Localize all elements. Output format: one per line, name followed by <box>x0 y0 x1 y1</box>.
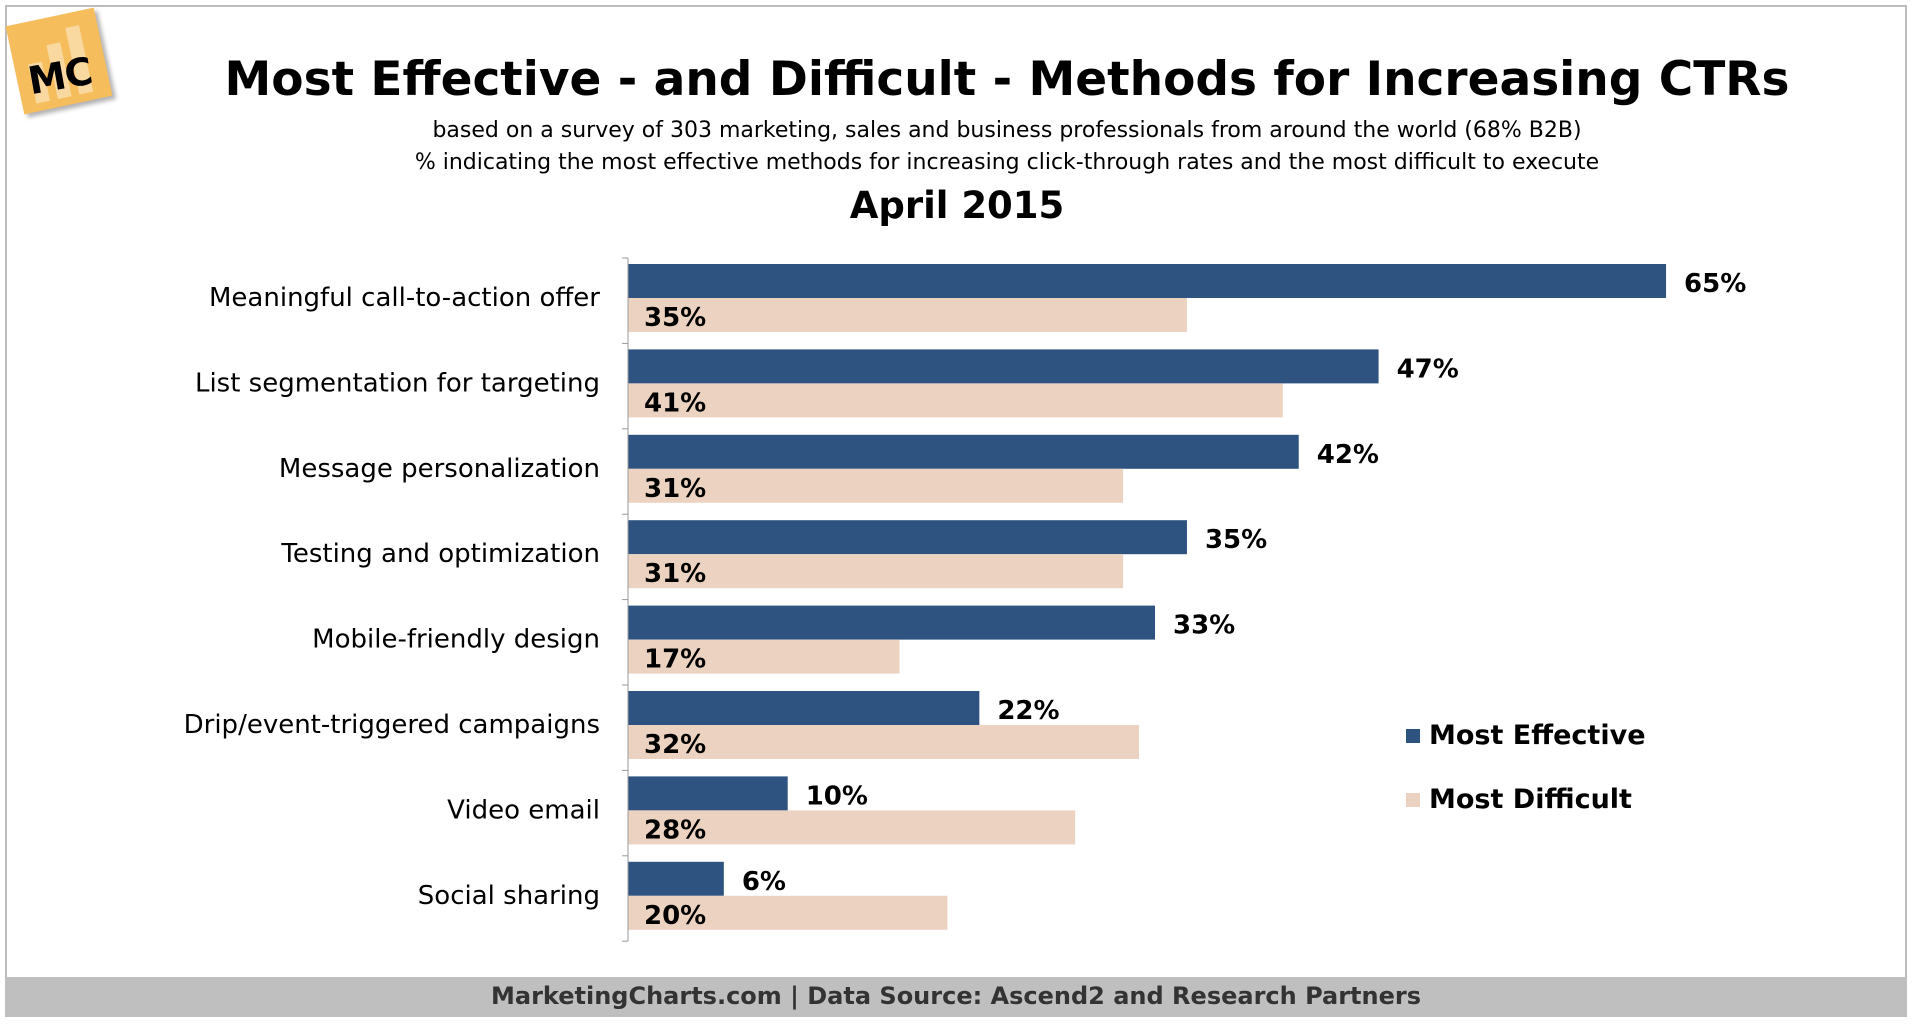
data-label: 35% <box>644 303 706 333</box>
bar-most-effective <box>628 434 1299 469</box>
category-label: Message personalization <box>279 454 600 484</box>
data-label: 41% <box>644 388 706 418</box>
data-label: 22% <box>997 696 1059 726</box>
data-label: 6% <box>742 867 786 897</box>
data-label: 65% <box>1684 269 1746 299</box>
category-label: Testing and optimization <box>280 539 600 569</box>
bar-most-difficult <box>628 895 948 930</box>
source-footer: MarketingCharts.com | Data Source: Ascen… <box>5 977 1907 1015</box>
category-label: Mobile-friendly design <box>312 625 600 655</box>
chart-period: April 2015 <box>849 184 1065 227</box>
legend-swatch-most-effective <box>1406 728 1420 743</box>
legend-swatch-most-difficult <box>1406 792 1420 807</box>
data-label: 33% <box>1173 611 1235 641</box>
bar-most-difficult <box>628 298 1187 332</box>
bar-most-effective <box>628 691 980 725</box>
legend-label: Most Difficult <box>1429 784 1632 815</box>
bar-most-difficult <box>628 810 1076 845</box>
bar-most-difficult <box>628 554 1124 589</box>
category-label: Meaningful call-to-action offer <box>209 283 600 313</box>
data-label: 28% <box>644 815 706 845</box>
bar-most-difficult <box>628 725 1140 759</box>
bar-most-effective <box>628 349 1379 384</box>
data-label: 31% <box>644 474 706 504</box>
legend-most-effective: Most Effective <box>1406 720 1646 751</box>
data-label: 47% <box>1397 354 1459 384</box>
data-label: 10% <box>806 781 868 811</box>
bar-most-effective <box>628 861 724 896</box>
data-label: 35% <box>1205 525 1267 555</box>
bar-most-effective <box>628 520 1187 555</box>
data-label: 17% <box>644 645 706 675</box>
category-label: List segmentation for targeting <box>195 368 600 398</box>
legend-label: Most Effective <box>1429 720 1646 751</box>
chart-frame <box>5 5 1907 1017</box>
bar-most-difficult <box>628 383 1283 418</box>
bar-most-difficult <box>628 468 1124 503</box>
data-label: 32% <box>644 730 706 760</box>
bar-most-effective <box>628 264 1667 298</box>
bar-most-effective <box>628 776 788 811</box>
bar-most-effective <box>628 605 1156 640</box>
category-label: Drip/event-triggered campaigns <box>184 710 600 740</box>
data-label: 31% <box>644 559 706 589</box>
bar-most-difficult <box>628 639 900 674</box>
chart-title: Most Effective - and Difficult - Methods… <box>224 52 1790 107</box>
legend-most-difficult: Most Difficult <box>1406 784 1632 815</box>
chart-subtitle: based on a survey of 303 marketing, sale… <box>432 118 1582 143</box>
category-label: Social sharing <box>418 881 600 911</box>
data-label: 42% <box>1317 440 1379 470</box>
chart-subtitle-2: % indicating the most effective methods … <box>414 150 1600 175</box>
category-label: Video email <box>447 795 600 825</box>
data-label: 20% <box>644 901 706 931</box>
